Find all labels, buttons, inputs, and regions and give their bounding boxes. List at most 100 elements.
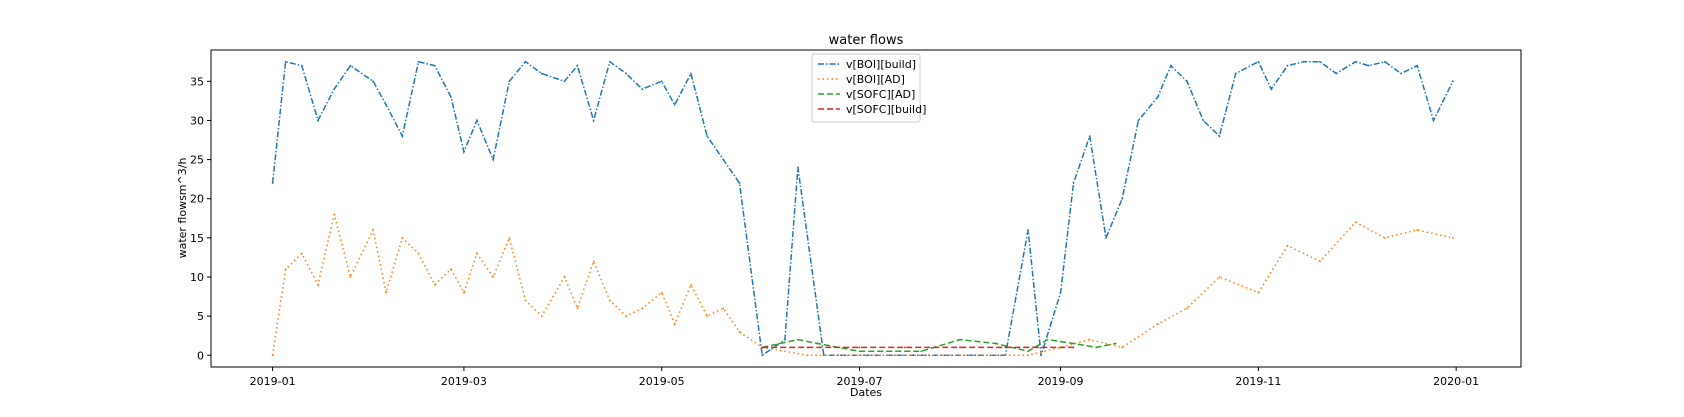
y-tick-label: 15	[190, 232, 204, 245]
y-tick-label: 20	[190, 193, 204, 206]
series-line-2	[762, 338, 1116, 353]
data-point	[1088, 135, 1091, 137]
y-tick-label: 0	[197, 349, 204, 362]
data-point	[1432, 119, 1435, 122]
data-point	[673, 323, 676, 325]
data-point	[401, 135, 404, 137]
data-point	[1335, 72, 1338, 75]
data-point	[722, 158, 725, 161]
data-point	[1004, 346, 1007, 349]
x-tick-label: 2019-03	[441, 375, 487, 388]
data-point	[1354, 60, 1357, 63]
data-point	[784, 338, 786, 341]
data-point	[1202, 119, 1205, 122]
data-point	[1319, 60, 1321, 63]
y-tick-label: 30	[190, 114, 204, 127]
data-point	[660, 291, 663, 294]
data-point	[540, 72, 543, 75]
data-point	[372, 229, 375, 231]
data-point	[563, 276, 566, 278]
data-point	[959, 346, 961, 349]
data-point	[576, 307, 579, 310]
data-point	[317, 119, 319, 122]
data-point	[641, 307, 644, 310]
x-tick-label: 2019-01	[250, 375, 296, 388]
data-point	[1218, 135, 1221, 137]
legend[interactable]: v[BOI][build] v[BOI][AD] v[SOFC][AD] v[SOFC…	[811, 53, 926, 123]
y-tick-label: 10	[190, 271, 204, 284]
data-point	[608, 299, 611, 302]
data-point	[1270, 88, 1273, 91]
data-point	[1059, 291, 1062, 294]
data-point	[797, 338, 799, 341]
data-point	[349, 276, 352, 278]
data-point	[1156, 323, 1159, 325]
data-point	[1302, 60, 1305, 63]
data-point	[271, 182, 274, 184]
data-point	[524, 299, 527, 302]
data-point	[475, 252, 478, 255]
legend-entry: v[SOFC][AD]	[846, 88, 915, 101]
data-point	[1400, 72, 1402, 75]
chart-title: water flows	[829, 33, 904, 48]
data-point	[333, 88, 336, 91]
data-point	[608, 60, 611, 63]
data-point	[797, 166, 799, 169]
data-point	[463, 291, 465, 294]
data-point	[300, 252, 303, 255]
data-point	[722, 307, 725, 310]
data-point	[508, 236, 511, 239]
data-point	[1286, 244, 1289, 247]
data-point	[433, 64, 436, 67]
data-point	[300, 64, 303, 67]
y-axis: 0 5 10 15 20 25 30 35	[190, 75, 211, 362]
data-point	[641, 88, 644, 91]
y-tick-label: 35	[190, 75, 204, 88]
data-point	[1036, 346, 1039, 349]
data-point	[401, 236, 404, 239]
data-point	[673, 103, 676, 106]
data-point	[1072, 346, 1075, 349]
data-point	[492, 158, 495, 161]
data-point	[761, 346, 764, 349]
data-point	[858, 354, 861, 357]
data-point	[524, 60, 527, 63]
legend-entry: v[BOI][build]	[846, 58, 916, 71]
data-point	[690, 283, 692, 286]
x-tick-label: 2019-07	[837, 375, 883, 388]
data-point	[690, 72, 692, 75]
data-point	[1169, 64, 1172, 67]
legend-entry: v[SOFC][build]	[846, 103, 926, 116]
data-point	[1354, 221, 1357, 224]
data-point	[333, 213, 336, 216]
data-point	[463, 150, 465, 153]
data-point	[385, 103, 387, 106]
data-point	[1257, 291, 1260, 294]
data-point	[1072, 182, 1075, 184]
data-point	[761, 354, 764, 357]
data-point	[806, 354, 809, 357]
data-point	[904, 346, 906, 349]
data-point	[592, 260, 595, 263]
data-point	[450, 268, 452, 271]
data-point	[816, 342, 819, 345]
data-point	[271, 354, 274, 357]
x-tick-label: 2019-09	[1038, 375, 1084, 388]
data-point	[475, 119, 478, 122]
data-point	[822, 354, 825, 357]
y-tick-label: 5	[197, 310, 204, 323]
data-point	[1027, 354, 1030, 357]
data-point	[920, 350, 923, 353]
data-point	[706, 315, 709, 318]
data-point	[563, 80, 566, 83]
legend-box	[811, 53, 921, 123]
data-point	[806, 346, 809, 349]
data-point	[349, 64, 352, 67]
series-line-1	[271, 214, 1454, 357]
y-tick-label: 25	[190, 154, 204, 167]
x-tick-label: 2019-11	[1235, 375, 1281, 388]
data-point	[450, 96, 452, 98]
data-point	[385, 291, 387, 294]
